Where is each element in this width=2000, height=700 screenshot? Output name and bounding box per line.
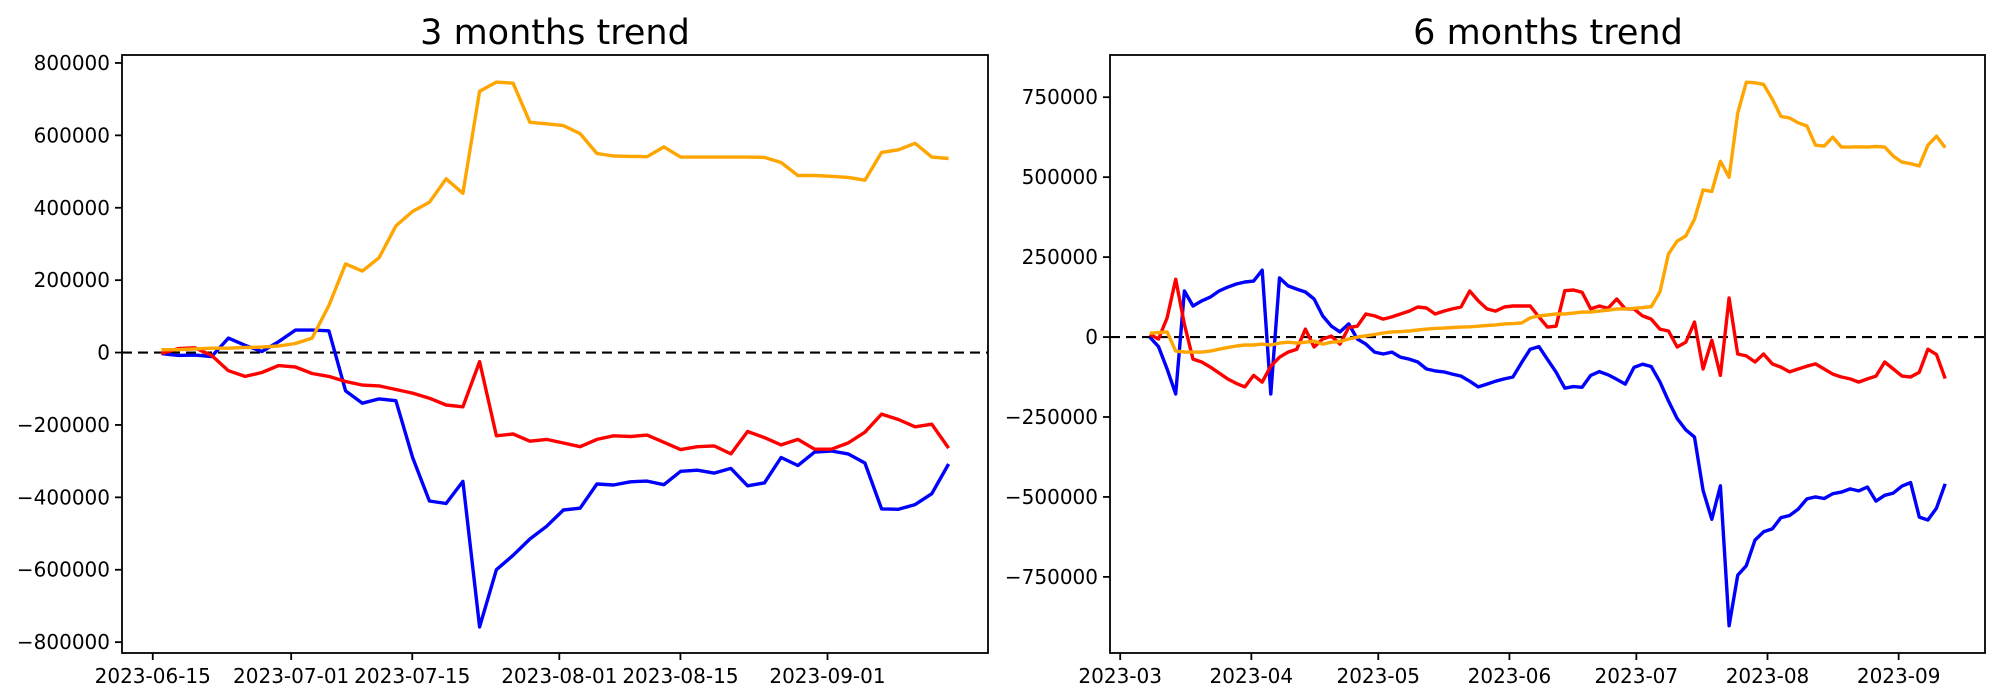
y-tick-label: −400000 — [17, 485, 110, 509]
y-tick-label: 200000 — [34, 268, 110, 292]
series-red — [160, 346, 950, 456]
x-tick-label: 2023-06-15 — [95, 664, 211, 688]
chart-title-6-months: 6 months trend — [1413, 13, 1683, 53]
x-tick-label: 2023-08 — [1726, 664, 1810, 688]
axes-border — [121, 54, 989, 654]
axes-3-months-trend: 800000 600000 400000 200000 0 −200000 −400000 −… — [17, 51, 989, 688]
y-tick-label: 750000 — [1022, 85, 1098, 109]
x-tick-label: 2023-08-01 — [501, 664, 617, 688]
y-tick-label: −600000 — [17, 558, 110, 582]
x-tick-label: 2023-05 — [1336, 664, 1420, 688]
y-tick-label: 800000 — [34, 51, 110, 75]
y-tick-label: 0 — [97, 341, 110, 365]
axes-6-months-trend: 750000 500000 250000 0 −250000 −500000 −750000… — [1005, 54, 1986, 688]
y-tick-label: −750000 — [1005, 565, 1098, 589]
axes-border — [1109, 54, 1986, 654]
y-tick-label: −800000 — [17, 630, 110, 654]
series-blue — [161, 328, 951, 629]
series-orange — [1149, 80, 1947, 354]
x-tick-label: 2023-03 — [1078, 664, 1162, 688]
x-tick-label: 2023-09-01 — [769, 664, 885, 688]
series-orange — [161, 80, 949, 352]
y-tick-label: 600000 — [34, 123, 110, 147]
series-red — [1148, 277, 1947, 389]
x-tick-label: 2023-04 — [1210, 664, 1294, 688]
y-tick-label: 0 — [1085, 325, 1098, 349]
y-tick-label: 250000 — [1022, 245, 1098, 269]
x-tick-label: 2023-07-01 — [233, 664, 349, 688]
y-tick-label: 500000 — [1022, 165, 1098, 189]
y-tick-label: −200000 — [17, 413, 110, 437]
chart-title-3-months: 3 months trend — [420, 13, 690, 53]
x-tick-label: 2023-06 — [1468, 664, 1552, 688]
series-blue — [1148, 268, 1947, 628]
x-tick-label: 2023-09 — [1857, 664, 1941, 688]
y-tick-label: −250000 — [1005, 405, 1098, 429]
x-tick-label: 2023-07-15 — [354, 664, 470, 688]
y-tick-label: −500000 — [1005, 485, 1098, 509]
x-tick-label: 2023-08-15 — [622, 664, 738, 688]
y-tick-label: 400000 — [34, 196, 110, 220]
x-tick-label: 2023-07 — [1595, 664, 1679, 688]
